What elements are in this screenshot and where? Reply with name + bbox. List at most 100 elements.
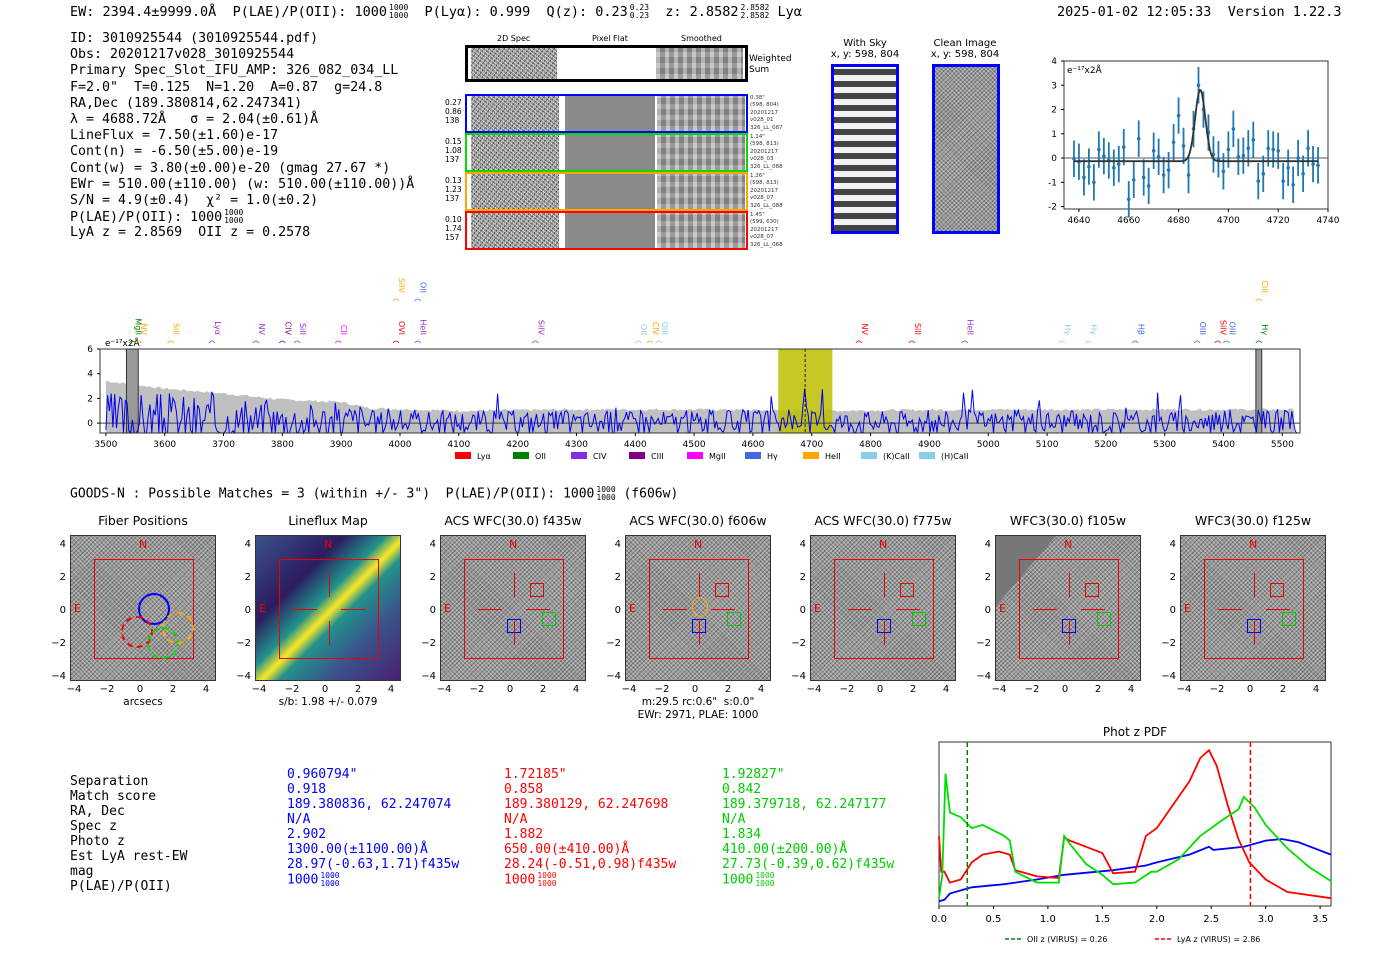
y-tick-label: 4	[614, 539, 621, 550]
cutout-right-value: (598, 804)	[750, 102, 779, 109]
crosshair	[1080, 609, 1106, 610]
cutout-row-left-label: 0.13 1.23 137	[445, 176, 462, 203]
data-point	[1171, 140, 1176, 145]
line-id-bracket	[1084, 340, 1092, 344]
pdf-curve-blue	[938, 838, 1332, 903]
data-point	[1146, 184, 1151, 188]
match-value-text: 410.00(±200.00)Å	[722, 842, 848, 857]
x-tick-label: 4640	[1067, 216, 1090, 226]
cutout-2dspec	[471, 96, 559, 131]
crosshair	[329, 620, 330, 646]
y-tick-label: 0	[429, 605, 436, 616]
cutout-row	[465, 133, 748, 172]
cutout-right-value: 1.26"	[750, 173, 765, 179]
data-point	[1082, 175, 1086, 180]
match-value: N/A	[722, 812, 894, 827]
col-title-pixelflat: Pixel Flat	[592, 34, 628, 43]
info-line: Obs: 20201217v028_3010925544	[70, 47, 295, 63]
data-point	[1266, 146, 1271, 151]
cutout-right-value: 20201217	[750, 109, 778, 116]
compass-north: N	[509, 538, 518, 551]
line-id-bracket	[1255, 298, 1263, 302]
crosshair	[1217, 609, 1243, 610]
line-id-label: Hγ	[1063, 324, 1072, 335]
compass-east: E	[444, 602, 451, 615]
clean-image	[932, 64, 1000, 234]
x-tick-label: −4	[436, 684, 452, 695]
x-tick-label: 4	[1127, 684, 1135, 695]
x-tick-label: 5200	[1094, 440, 1117, 450]
x-tick-label: 4720	[1267, 216, 1290, 226]
x-tick-label: 2	[724, 684, 732, 695]
x-tick-label: 4	[202, 684, 210, 695]
y-tick-label: 0	[984, 605, 991, 616]
line-id-label: SiIV	[536, 320, 545, 336]
sup-hi: 1000	[537, 871, 557, 880]
panel-title: ACS WFC(30.0) f606w	[629, 513, 767, 528]
compass-north: N	[1064, 538, 1073, 551]
label-radec: RA, Dec	[70, 804, 125, 819]
line-fit-chart: -2 -1 0 1 2 3 4 4640 4660 4680 4700 4720 4740 e⁻¹⁷x2Å	[1048, 57, 1340, 226]
match-value-text: 1.72185"	[504, 767, 567, 782]
match-value-text: 2.902	[287, 827, 327, 842]
y-tick-label: 4	[429, 539, 436, 550]
x-tick-label: 0	[136, 684, 144, 695]
match-value-text: 0.858	[504, 782, 544, 797]
info-line: P(LAE)/P(OII): 1000 1000 1000	[70, 208, 244, 226]
crosshair	[1069, 572, 1070, 598]
match-value: 28.97(-0.63,1.71)f435w	[287, 857, 459, 872]
x-tick-label: 4100	[447, 440, 470, 450]
search-box	[1204, 559, 1304, 659]
y-tick-label: −4	[421, 671, 436, 682]
crosshair	[1265, 609, 1291, 610]
data-point	[1166, 168, 1171, 172]
label-photo-z: Photo z	[70, 834, 125, 849]
line-id-bracket	[634, 340, 642, 344]
y-tick-label: −4	[1161, 671, 1176, 682]
line-id-label: Hγ	[1260, 324, 1269, 335]
cutout-left-value: 0.15	[445, 137, 462, 146]
cutout-right-value: 20201217	[750, 187, 778, 194]
x-tick-label: 2.5	[1203, 914, 1219, 925]
y-tick-label: −2	[421, 638, 436, 649]
x-tick-label: 5400	[1212, 440, 1235, 450]
x-tick-label: 3700	[212, 440, 235, 450]
data-point	[1072, 156, 1076, 161]
data-point	[1176, 113, 1181, 118]
x-tick-label: 4	[757, 684, 765, 695]
match-value-text: 1000	[504, 872, 536, 888]
data-point	[1141, 175, 1146, 180]
timestamp-version: 2025-01-02 12:05:33 Version 1.22.3	[1057, 4, 1342, 20]
label-mag: mag	[70, 864, 94, 879]
data-point	[1131, 178, 1136, 182]
y-tick-label: −2	[606, 638, 621, 649]
match-value-text: 0.918	[287, 782, 327, 797]
legend-swatch	[745, 452, 761, 459]
data-point	[1236, 155, 1241, 159]
legend-label: CIII	[651, 452, 664, 461]
cutout-row	[465, 211, 748, 250]
line-id-label: OII	[419, 282, 428, 293]
data-point	[1196, 83, 1201, 88]
panel-title: ACS WFC(30.0) f775w	[814, 513, 952, 528]
crosshair	[662, 609, 688, 610]
crosshair	[477, 609, 503, 610]
cutout-right-value: 326_LL_068	[750, 241, 783, 248]
y-tick-label: 0	[59, 605, 66, 616]
y-tick-label: −4	[791, 671, 806, 682]
line-id-label: Hβ	[1136, 324, 1145, 335]
line-id-bracket	[334, 340, 342, 344]
gaussian-fit	[1074, 88, 1318, 163]
panel-title: ACS WFC(30.0) f435w	[444, 513, 582, 528]
col-title-2dspec: 2D Spec	[497, 34, 531, 43]
fiber-circle	[161, 611, 194, 644]
x-tick-label: −4	[621, 684, 637, 695]
crosshair	[847, 609, 873, 610]
legend-label: MgII	[709, 452, 726, 461]
match-value-text: 1000	[722, 872, 754, 888]
line-id-bracket	[129, 340, 136, 344]
x-tick-label: 0	[876, 684, 884, 695]
y-tick-label: −2	[1161, 638, 1176, 649]
